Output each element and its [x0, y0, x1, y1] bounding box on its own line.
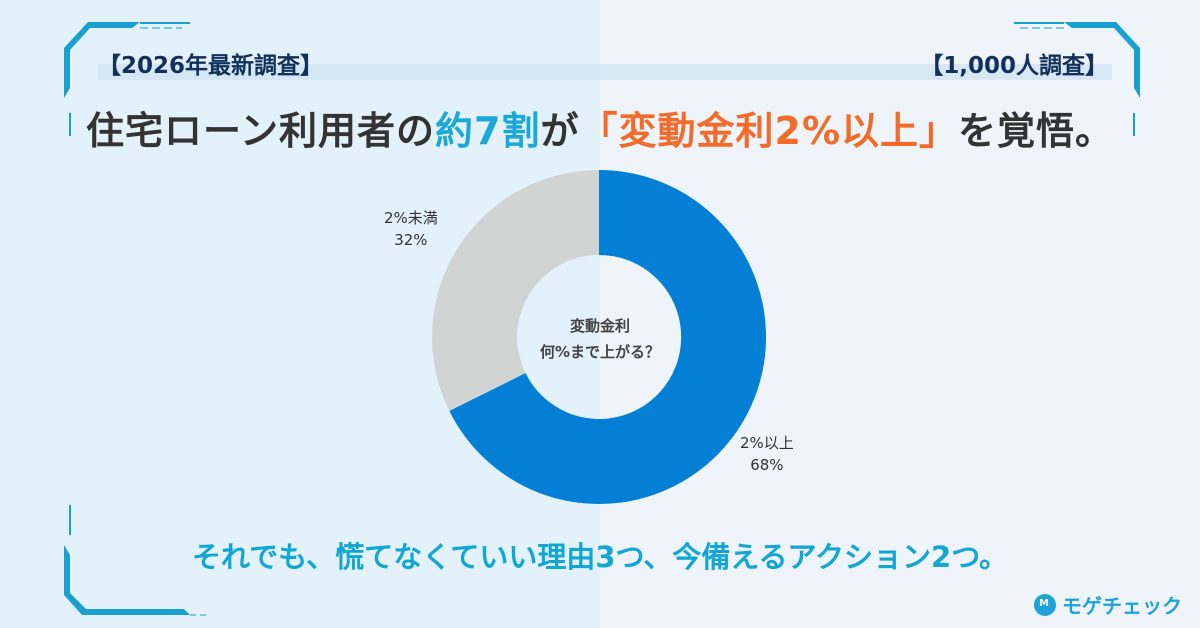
headline: 住宅ローン利用者の約7割が「変動金利2%以上」を覚悟。 [0, 100, 1200, 155]
corner-frame-top-right [1014, 22, 1140, 146]
label-over-name: 2%以上 [740, 434, 794, 452]
label-over-value: 68% [750, 456, 784, 474]
headline-highlight-rate: 「変動金利2%以上」 [579, 109, 959, 153]
label-under-value: 32% [394, 231, 428, 249]
donut-slice-over-2pct [449, 170, 766, 504]
headline-part: 住宅ローン利用者の [85, 109, 436, 153]
label-under-2pct: 2%未満 32% [384, 207, 438, 251]
label-over-2pct: 2%以上 68% [740, 432, 794, 476]
center-label-line1: 変動金利 [569, 317, 630, 335]
center-label-line2: 何%まで上がる？ [539, 343, 661, 361]
corner-frame-top-left [64, 22, 190, 146]
house-logo-icon [1034, 593, 1056, 616]
header-underline-bar [98, 64, 1112, 80]
brand-logo: モゲチェック [1034, 590, 1182, 619]
corner-frame-bottom-left [64, 499, 210, 616]
headline-part: を覚悟。 [958, 109, 1115, 153]
headline-part: が [540, 109, 580, 153]
brand-name: モゲチェック [1062, 594, 1182, 618]
subtitle: それでも、慌てなくていい理由3つ、今備えるアクション2つ。 [191, 540, 1009, 574]
donut-slice-under-2pct [432, 170, 599, 411]
label-under-name: 2%未満 [384, 209, 438, 227]
donut-center-label: 変動金利 何%まで上がる？ [500, 313, 700, 365]
donut-chart [432, 170, 766, 504]
headline-highlight-ratio: 約7割 [435, 109, 541, 153]
survey-size-tag: 【1,000人調査】 [920, 53, 1108, 79]
survey-year-tag: 【2026年最新調査】 [98, 53, 324, 79]
